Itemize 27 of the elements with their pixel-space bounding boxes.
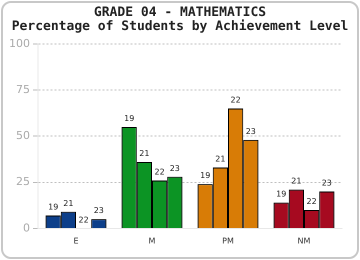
text: 23: [170, 164, 180, 173]
x-tick-label: E: [73, 236, 79, 246]
text: 23: [246, 126, 256, 136]
y-tick-label: 0: [22, 221, 30, 234]
text: 19: [200, 171, 210, 180]
text: 22: [306, 196, 317, 206]
text: 21: [291, 176, 302, 186]
x-tick-label: M: [148, 236, 156, 246]
y-tick-label: 25: [16, 175, 30, 188]
series-label: 21: [63, 198, 74, 208]
series-label: 19: [48, 202, 58, 212]
text: 23: [322, 178, 332, 188]
chart-title: GRADE 04 - MATHEMATICS: [92, 5, 266, 20]
text: 19: [124, 114, 134, 123]
text: 22: [78, 215, 89, 224]
y-tick-label: 50: [16, 129, 30, 142]
y-tick-label: 100: [8, 36, 30, 50]
chart-subtitle: Percentage of Students by Achievement Level: [10, 19, 350, 34]
x-tick-label: PM: [222, 236, 234, 246]
series-label: 22: [154, 167, 165, 176]
x-tick-label: NM: [298, 236, 311, 246]
text: 21: [139, 149, 150, 158]
text: 21: [215, 154, 226, 164]
series-label: 23: [94, 206, 104, 216]
text: 19: [276, 190, 286, 199]
text: 22: [230, 96, 241, 105]
y-tick-label: 75: [16, 82, 30, 96]
